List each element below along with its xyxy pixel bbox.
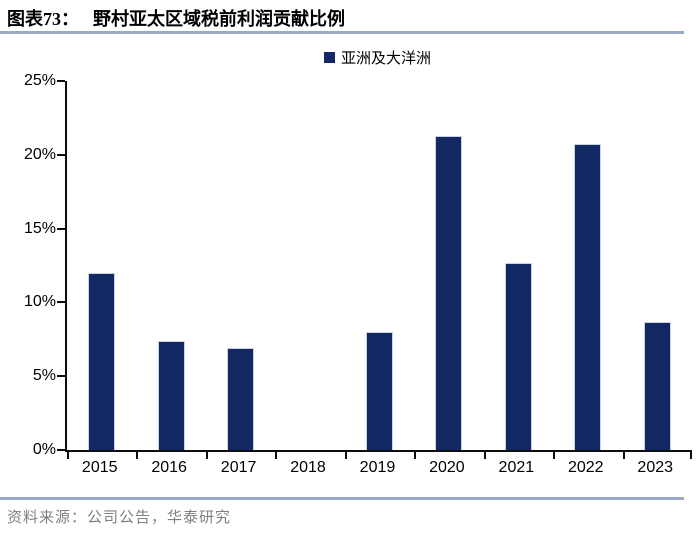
x-axis-tick bbox=[205, 452, 208, 459]
x-axis-tick bbox=[344, 452, 347, 459]
x-axis-tick bbox=[690, 452, 692, 459]
x-tick-label: 2015 bbox=[81, 459, 118, 476]
x-axis-tick bbox=[622, 452, 625, 459]
bar-2020 bbox=[435, 135, 463, 450]
title-divider-line bbox=[0, 31, 684, 34]
y-axis-tick bbox=[57, 80, 65, 82]
y-axis-tick bbox=[57, 301, 65, 304]
footer-divider-line bbox=[0, 497, 684, 500]
x-axis-tick bbox=[67, 452, 69, 459]
x-tick-label: 2016 bbox=[151, 459, 187, 476]
x-tick-label: 2019 bbox=[359, 459, 396, 476]
x-axis-tick bbox=[483, 452, 486, 459]
bar-2022 bbox=[574, 144, 602, 450]
bar-2015 bbox=[88, 272, 116, 450]
legend-marker-square bbox=[323, 51, 335, 63]
x-tick-label: 2022 bbox=[567, 459, 604, 476]
y-tick-label: 15% bbox=[23, 219, 56, 237]
y-tick-label: 0% bbox=[32, 441, 56, 458]
x-axis-tick bbox=[136, 452, 139, 459]
legend: 亚洲及大洋洲 bbox=[55, 47, 700, 67]
x-tick-label: 2021 bbox=[498, 459, 535, 476]
x-axis-tick bbox=[275, 452, 278, 459]
y-axis-tick bbox=[57, 375, 65, 378]
x-tick-label: 2023 bbox=[637, 459, 674, 476]
x-tick-label: 2018 bbox=[290, 459, 326, 476]
bar-2023 bbox=[643, 321, 671, 450]
chart-title: 图表73： 野村亚太区域税前利润贡献比例 bbox=[7, 5, 697, 31]
bar-2017 bbox=[227, 348, 255, 450]
x-tick-label: 2017 bbox=[220, 459, 257, 476]
plot-area bbox=[57, 80, 692, 459]
y-axis-labels: 0% 5% 10% 15% 20% 25% bbox=[0, 73, 56, 458]
y-tick-label: 5% bbox=[32, 367, 56, 385]
y-tick-label: 25% bbox=[23, 72, 56, 89]
x-axis-labels: 2015 2016 2017 2018 2019 2020 2021 2022 2023 bbox=[65, 459, 690, 477]
bar-2021 bbox=[504, 262, 532, 450]
legend-label: 亚洲及大洋洲 bbox=[340, 49, 431, 67]
y-tick-label: 20% bbox=[23, 145, 56, 163]
x-tick-label: 2020 bbox=[429, 459, 465, 476]
x-axis-tick bbox=[414, 452, 417, 459]
chart-title-prefix: 图表73： bbox=[7, 9, 79, 29]
y-axis-tick bbox=[57, 449, 65, 451]
chart-title-text: 野村亚太区域税前利润贡献比例 bbox=[93, 9, 345, 29]
y-tick-label: 10% bbox=[23, 293, 56, 311]
source-note: 资料来源：公司公告，华泰研究 bbox=[7, 510, 232, 526]
bar-2016 bbox=[157, 340, 185, 450]
y-axis-tick bbox=[57, 227, 65, 230]
y-axis-tick bbox=[57, 153, 65, 156]
x-axis-tick bbox=[553, 452, 556, 459]
bar-2019 bbox=[366, 331, 393, 450]
